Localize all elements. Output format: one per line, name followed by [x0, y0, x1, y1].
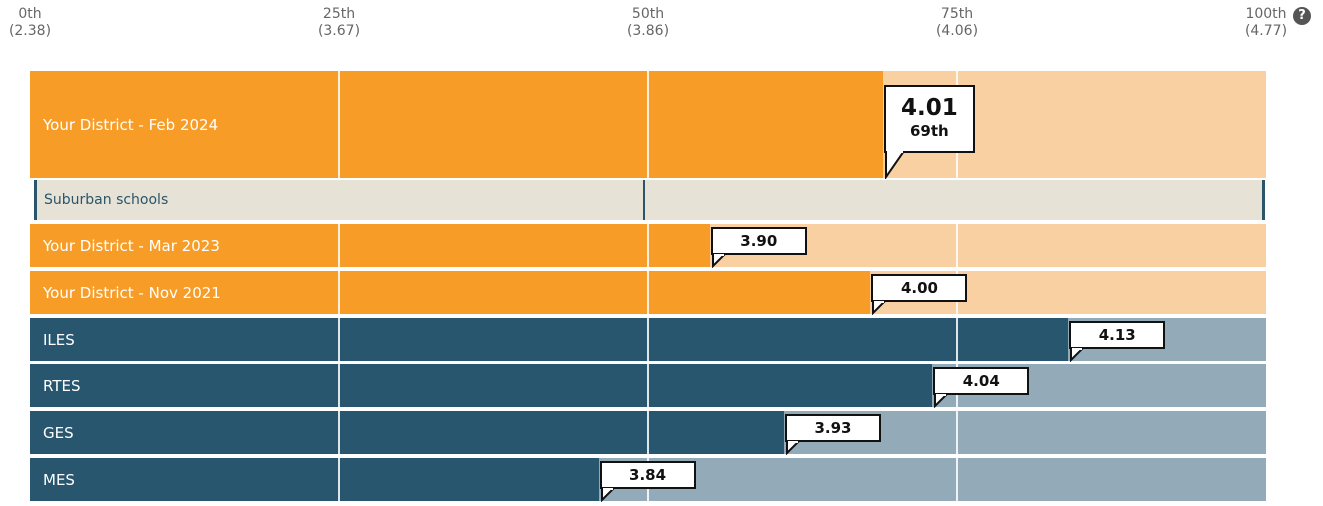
gridline [647, 224, 649, 267]
callout-pointer [785, 440, 802, 459]
percentile-label: 69th [909, 122, 949, 140]
axis-tick-value: (4.77) [1244, 23, 1288, 39]
axis-tick-value: (3.86) [626, 23, 670, 39]
gridline [647, 318, 649, 361]
bar-fill [30, 364, 933, 407]
bar-fill [30, 224, 710, 267]
axis-tick-value: (4.06) [935, 23, 979, 39]
gridline [647, 411, 649, 454]
row-label: Your District - Mar 2023 [43, 236, 220, 255]
value-label: 4.01 [900, 95, 958, 121]
row-label: GES [43, 423, 74, 442]
axis-tick-value: (3.67) [317, 23, 361, 39]
group-median-marker [643, 180, 645, 220]
axis-tick-percentile: 50th [631, 6, 665, 22]
bar-fill [30, 318, 1069, 361]
bar-fill [30, 458, 599, 501]
group-range-start [34, 180, 37, 220]
gridline [338, 318, 340, 361]
gridline [956, 458, 958, 501]
value-callout: 4.13 [1069, 321, 1166, 349]
value-label: 3.90 [740, 232, 778, 250]
district-row: Your District - Feb 2024 [30, 71, 1266, 178]
gridline [956, 318, 958, 361]
comparison-group-label: Suburban schools [44, 192, 169, 208]
axis-tick-value: (2.38) [8, 23, 52, 39]
gridline [647, 271, 649, 314]
school-row: GES [30, 411, 1266, 454]
value-label: 3.93 [814, 419, 852, 437]
callout-pointer [884, 150, 906, 183]
axis-tick-percentile: 25th [322, 6, 356, 22]
school-row: ILES [30, 318, 1266, 361]
gridline [338, 411, 340, 454]
gridline [647, 364, 649, 407]
value-callout: 3.90 [710, 227, 807, 255]
gridline [338, 271, 340, 314]
callout-pointer [1069, 347, 1086, 366]
bar-fill [30, 271, 871, 314]
value-label: 3.84 [629, 466, 667, 484]
value-label: 4.13 [1098, 326, 1136, 344]
callout-pointer [933, 393, 950, 412]
axis-tick-percentile: 75th [940, 6, 974, 22]
school-row: RTES [30, 364, 1266, 407]
district-row: Your District - Nov 2021 [30, 271, 1266, 314]
gridline [338, 224, 340, 267]
callout-pointer [600, 487, 616, 506]
group-range-end [1262, 180, 1265, 220]
value-callout: 4.01 69th [883, 85, 975, 153]
gridline [647, 71, 649, 178]
gridline [338, 458, 340, 501]
gridline [338, 71, 340, 178]
value-callout: 3.93 [784, 414, 881, 442]
row-label: MES [43, 470, 75, 489]
row-label: Your District - Feb 2024 [43, 115, 219, 134]
bar-fill [30, 71, 883, 178]
row-label: ILES [43, 330, 75, 349]
row-label: Your District - Nov 2021 [43, 283, 221, 302]
district-row: Your District - Mar 2023 [30, 224, 1266, 267]
value-callout: 4.04 [933, 367, 1030, 395]
callout-pointer [711, 253, 728, 272]
gridline [338, 364, 340, 407]
gridline [956, 411, 958, 454]
axis-tick-percentile: 100th [1245, 6, 1287, 22]
value-label: 4.04 [962, 372, 1000, 390]
comparison-group-row: Suburban schools [34, 180, 1265, 220]
axis-tick-percentile: 0th [18, 6, 42, 22]
value-callout: 3.84 [599, 461, 696, 489]
value-callout: 4.00 [871, 274, 968, 302]
gridline [956, 224, 958, 267]
bar-fill [30, 411, 784, 454]
question-circle-icon[interactable]: ? [1293, 7, 1311, 25]
callout-pointer [871, 300, 888, 319]
row-label: RTES [43, 376, 81, 395]
value-label: 4.00 [900, 279, 938, 297]
